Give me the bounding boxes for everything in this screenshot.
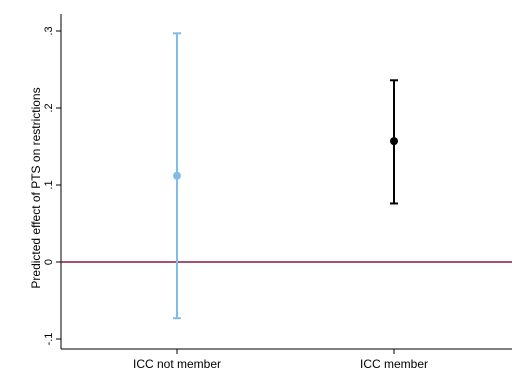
x-tick-label: ICC not member (133, 357, 221, 371)
y-tick-label: .2 (43, 103, 55, 112)
y-tick-label: .3 (43, 26, 55, 35)
y-tick-label: 0 (43, 259, 55, 265)
axes: -.1 0 .1 .2 .3 ICC not member ICC member (43, 14, 512, 371)
point-estimate (173, 171, 181, 180)
x-tick-label: ICC member (360, 357, 428, 371)
ci-group (390, 79, 398, 205)
y-axis-title: Predicted effect of PTS on restrictions (29, 87, 43, 288)
marks (61, 32, 512, 320)
y-tick-label: .1 (43, 180, 55, 189)
ci-group (173, 32, 181, 320)
point-estimate (390, 137, 398, 146)
y-tick-label: -.1 (43, 333, 55, 346)
